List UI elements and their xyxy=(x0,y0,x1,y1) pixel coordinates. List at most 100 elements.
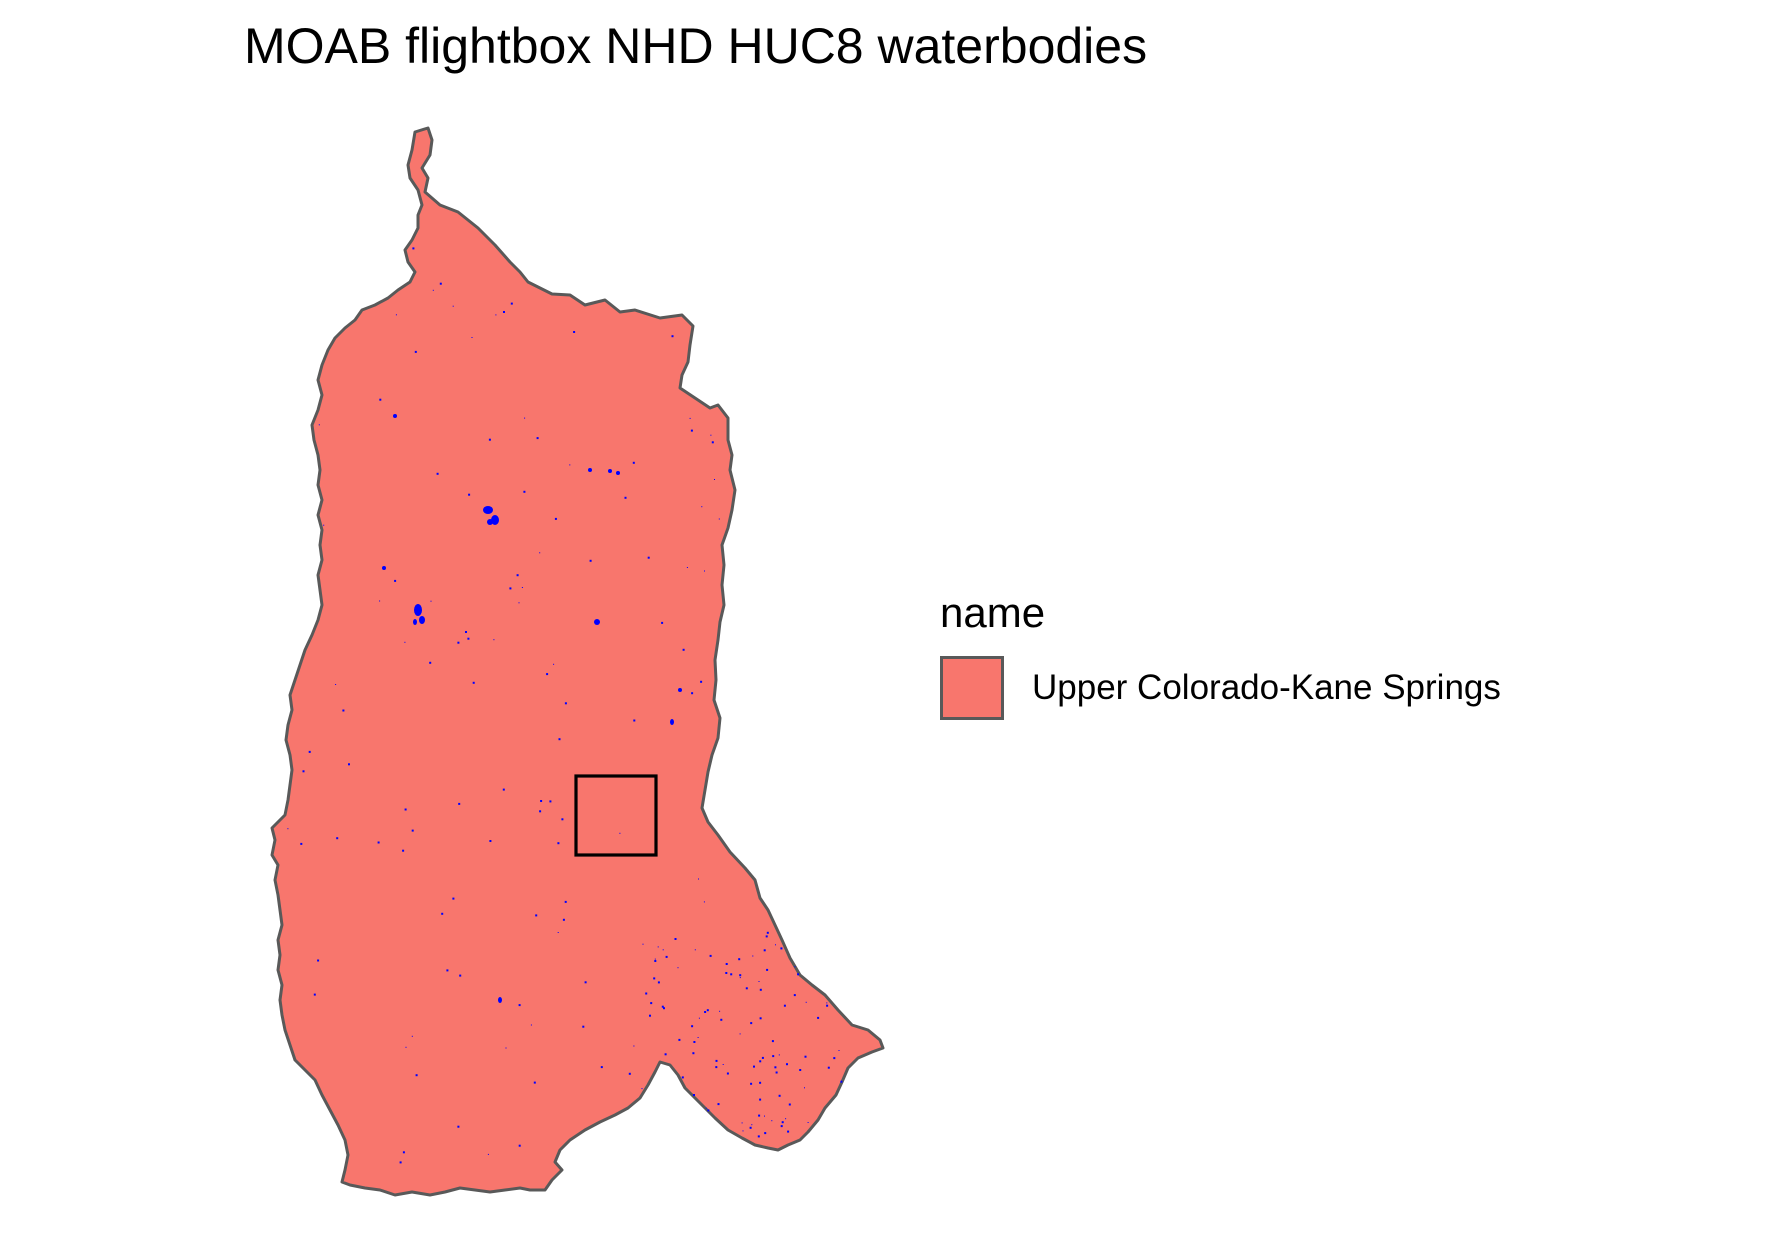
waterbody xyxy=(414,350,417,353)
waterbody xyxy=(439,282,442,285)
waterbody xyxy=(487,1153,489,1155)
map-title: MOAB flightbox NHD HUC8 waterbodies xyxy=(244,18,1148,74)
waterbody xyxy=(647,556,650,559)
waterbody xyxy=(775,944,776,946)
waterbody xyxy=(771,1040,774,1043)
waterbody xyxy=(778,1094,781,1097)
waterbody xyxy=(510,302,513,305)
waterbody xyxy=(493,639,495,641)
waterbody xyxy=(681,1076,684,1079)
waterbody xyxy=(804,1087,805,1089)
waterbody xyxy=(817,1016,820,1019)
waterbody xyxy=(489,840,492,842)
waterbody xyxy=(703,901,705,903)
waterbody xyxy=(826,1002,828,1004)
waterbody xyxy=(287,828,289,830)
waterbody xyxy=(452,897,455,900)
waterbody xyxy=(726,1072,729,1075)
waterbody xyxy=(317,959,320,962)
waterbody xyxy=(588,468,592,472)
waterbody xyxy=(404,808,407,811)
waterbody xyxy=(521,587,523,588)
waterbody xyxy=(430,600,432,602)
waterbody xyxy=(467,637,470,640)
waterbody xyxy=(524,417,526,419)
waterbody xyxy=(722,1064,724,1065)
waterbody xyxy=(402,849,405,852)
waterbody xyxy=(682,648,685,651)
waterbody xyxy=(840,1080,843,1083)
waterbody xyxy=(665,955,668,958)
waterbody xyxy=(701,506,703,508)
waterbody xyxy=(739,974,742,977)
waterbody xyxy=(761,1056,764,1059)
waterbody xyxy=(691,692,694,695)
waterbody xyxy=(498,997,502,1003)
waterbody xyxy=(788,1103,791,1106)
waterbody xyxy=(564,900,567,903)
waterbody xyxy=(793,994,796,997)
waterbody xyxy=(759,988,762,991)
waterbody xyxy=(706,1009,709,1012)
legend-item: Upper Colorado-Kane Springs xyxy=(940,656,1501,721)
waterbody xyxy=(725,972,728,974)
waterbody xyxy=(709,954,712,957)
waterbody xyxy=(323,524,325,526)
waterbody xyxy=(562,918,565,921)
waterbody xyxy=(649,1014,651,1017)
waterbody xyxy=(738,958,741,961)
waterbody xyxy=(662,949,664,951)
waterbody xyxy=(805,1001,807,1003)
waterbody xyxy=(775,1071,778,1074)
waterbody xyxy=(693,1094,695,1096)
waterbody xyxy=(313,993,316,996)
waterbody xyxy=(704,570,705,572)
waterbody xyxy=(739,977,741,979)
waterbody xyxy=(826,1004,829,1007)
waterbody xyxy=(569,464,571,466)
waterbody xyxy=(616,471,620,475)
waterbody xyxy=(725,963,728,965)
waterbody xyxy=(582,1025,585,1028)
waterbody xyxy=(411,1035,413,1037)
waterbody xyxy=(518,602,520,604)
waterbody xyxy=(663,1007,665,1010)
waterbody xyxy=(677,967,679,969)
waterbody xyxy=(653,977,656,980)
waterbody xyxy=(458,802,461,805)
waterbody xyxy=(505,1047,507,1049)
waterbody xyxy=(488,438,491,441)
waterbody xyxy=(404,641,406,643)
waterbody xyxy=(530,1024,532,1026)
waterbody xyxy=(657,946,659,948)
waterbody xyxy=(471,337,473,338)
waterbody xyxy=(670,719,674,725)
waterbody xyxy=(730,973,733,976)
waterbody xyxy=(509,587,512,590)
waterbody xyxy=(533,1081,536,1084)
waterbody xyxy=(457,1125,460,1128)
waterbody xyxy=(557,842,560,845)
waterbody xyxy=(739,1033,741,1035)
waterbody xyxy=(786,1063,788,1066)
waterbody xyxy=(405,1046,407,1048)
waterbody xyxy=(549,800,552,803)
waterbody xyxy=(759,1017,762,1020)
waterbody xyxy=(781,1121,784,1124)
waterbody xyxy=(342,709,345,712)
waterbody xyxy=(564,702,567,705)
waterbody xyxy=(758,1114,761,1117)
waterbody xyxy=(698,878,699,880)
waterbody xyxy=(411,829,414,832)
waterbody xyxy=(546,673,549,676)
waterbody xyxy=(535,914,538,917)
waterbody xyxy=(759,1098,762,1101)
waterbody xyxy=(785,1118,787,1120)
waterbody xyxy=(774,1066,777,1069)
waterbody xyxy=(641,1088,643,1090)
waterbody xyxy=(518,1144,521,1147)
legend-key-swatch xyxy=(940,656,1004,721)
waterbody xyxy=(697,1037,699,1038)
waterbody xyxy=(642,943,644,945)
moab-flightbox xyxy=(574,774,658,857)
